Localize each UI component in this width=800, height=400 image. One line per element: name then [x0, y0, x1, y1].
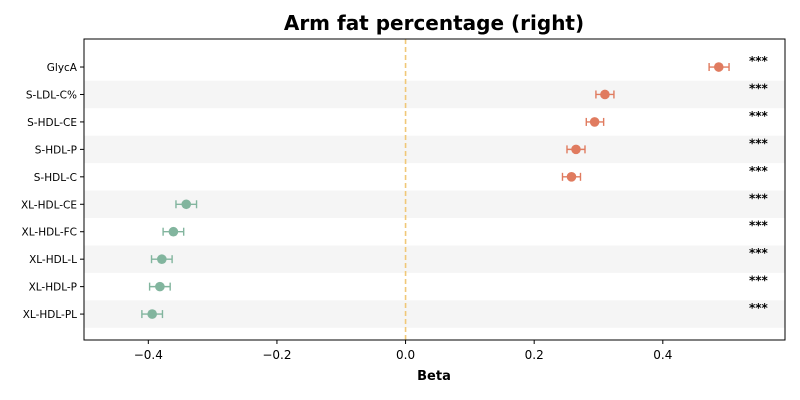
row-band: [84, 300, 785, 328]
x-tick-label: 0.2: [525, 348, 544, 362]
point-xl-hdl-ce: [181, 199, 192, 210]
row-band: [84, 245, 785, 273]
significance-label: ***: [749, 246, 769, 260]
x-tick-label: 0.0: [396, 348, 415, 362]
point-xl-hdl-pl: [147, 309, 157, 319]
point-xl-hdl-p: [155, 281, 165, 292]
significance-label: ***: [749, 81, 769, 95]
significance-label: ***: [749, 274, 769, 288]
y-axis-ticks: GlycA S-LDL-C% S-HDL-CE S-HDL-P S-HDL-C XL-HD…: [21, 62, 84, 321]
point-s-ldl-c-: [600, 89, 610, 100]
significance-label: ***: [749, 109, 769, 123]
y-tick-label: XL-HDL-L: [29, 254, 77, 266]
significance-label: ***: [749, 164, 769, 178]
row-band: [84, 80, 785, 109]
y-tick-label: XL-HDL-CE: [21, 199, 77, 211]
x-tick-label: −0.2: [262, 348, 291, 362]
chart-title: Arm fat percentage (right): [284, 11, 584, 35]
data-marks: [141, 62, 730, 319]
significance-labels: *** *** *** *** *** *** *** *** *** ***: [749, 54, 769, 315]
y-tick-label: XL-HDL-P: [29, 282, 77, 294]
x-tick-label: 0.4: [653, 348, 672, 362]
point-s-hdl-c: [566, 172, 577, 182]
row-band: [84, 135, 785, 164]
y-tick-label: XL-HDL-FC: [22, 227, 77, 239]
x-axis-ticks: −0.4 −0.2 0.0 0.2 0.4: [134, 340, 672, 362]
point-glyca: [713, 62, 724, 72]
x-axis-label: Beta: [417, 369, 451, 384]
significance-label: ***: [749, 219, 769, 233]
row-band: [84, 190, 785, 218]
y-tick-label: XL-HDL-PL: [23, 309, 77, 321]
row-bands: [84, 80, 785, 328]
plot-frame: [83, 38, 786, 341]
y-tick-label: S-HDL-CE: [27, 117, 77, 129]
point-s-hdl-p: [571, 144, 581, 155]
point-xl-hdl-l: [157, 254, 167, 264]
y-tick-label: S-HDL-C: [34, 172, 77, 184]
y-tick-label: GlycA: [47, 62, 78, 74]
y-tick-label: S-HDL-P: [35, 144, 77, 156]
significance-label: ***: [749, 54, 769, 68]
point-s-hdl-ce: [589, 117, 600, 127]
x-tick-label: −0.4: [134, 348, 163, 362]
y-tick-label: S-LDL-C%: [26, 89, 77, 101]
significance-label: ***: [749, 136, 769, 150]
significance-label: ***: [749, 191, 769, 205]
significance-label: ***: [749, 301, 769, 315]
point-xl-hdl-fc: [168, 226, 179, 237]
